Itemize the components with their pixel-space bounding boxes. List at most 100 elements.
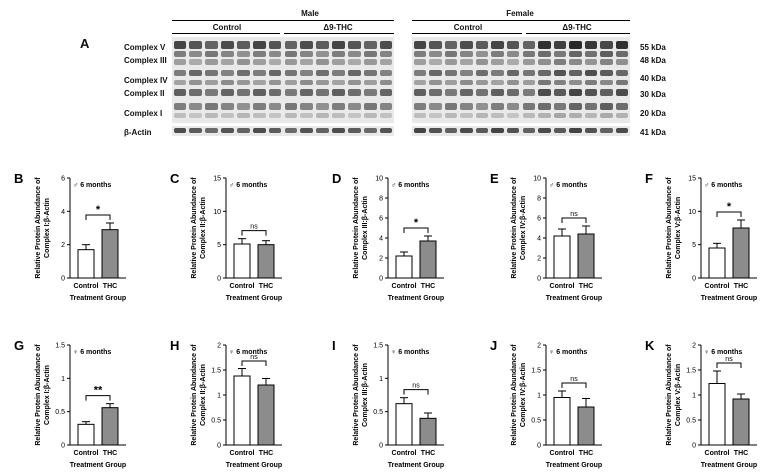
y-tick-label: 0 — [217, 276, 221, 283]
blot-band — [268, 103, 282, 110]
blot-band — [221, 80, 234, 85]
blot-band — [347, 128, 361, 133]
y-tick-label: 15 — [688, 176, 696, 183]
complex-i-label: Complex I — [124, 109, 163, 118]
blot-band — [221, 89, 234, 96]
blot-band — [268, 89, 282, 96]
blot-band — [316, 51, 330, 57]
blot-band — [173, 128, 187, 133]
blot-band — [553, 59, 567, 65]
blot-band — [347, 103, 361, 110]
blot-band — [189, 59, 203, 65]
panel-letter: G — [14, 338, 24, 353]
blot-band — [553, 80, 567, 85]
significance-label: * — [414, 217, 419, 229]
blot-band — [363, 89, 377, 96]
y-tick-label: 0.5 — [531, 418, 541, 425]
bar-thc — [732, 398, 750, 446]
blot-band — [600, 41, 613, 49]
blot-band — [460, 113, 473, 118]
complex-ii-label: Complex II — [124, 89, 165, 98]
bar-thc — [577, 406, 595, 446]
blot-band — [522, 41, 536, 49]
blot-band — [413, 59, 427, 65]
blot-band — [189, 128, 203, 133]
y-tick-label: 0.5 — [373, 409, 383, 416]
x-tick-label: THC — [259, 450, 273, 457]
blot-band — [600, 128, 613, 133]
significance-bracket — [241, 360, 267, 366]
blot-band — [475, 103, 489, 110]
blot-band — [300, 59, 314, 65]
blot-band — [332, 128, 345, 133]
y-axis-label: Relative Protein Abundance of Complex III… — [353, 344, 369, 446]
x-tick-label: Control — [392, 450, 417, 457]
blot-band — [332, 89, 345, 96]
blot-band — [221, 113, 234, 118]
complex-iii-label: Complex III — [124, 56, 167, 65]
blot-band — [413, 80, 427, 85]
y-tick-label: 10 — [375, 176, 383, 183]
y-tick-label: 4 — [379, 236, 383, 243]
blot-band — [506, 89, 520, 96]
significance-bracket — [561, 217, 587, 223]
blot-band — [284, 113, 298, 118]
sex-age-label: ♂ 6 months — [391, 182, 429, 189]
blot-band — [460, 80, 473, 85]
blot-band — [189, 113, 203, 118]
blot-band — [379, 80, 393, 85]
blot-band — [205, 59, 219, 65]
blot-band — [413, 51, 427, 57]
blot-band — [173, 41, 187, 49]
blot-band — [429, 51, 442, 57]
bar-thc — [257, 244, 275, 279]
chart-panel-i: I Relative Protein Abundance of Complex II… — [332, 338, 444, 469]
y-tick-label: 1 — [537, 393, 541, 400]
blot-band — [379, 89, 393, 96]
blot-band — [413, 113, 427, 118]
blot-band — [429, 89, 442, 96]
y-tick-label: 0 — [537, 276, 541, 283]
y-axis-label: Relative Protein Abundance of Complex II:… — [191, 177, 207, 279]
bar-thc — [419, 417, 437, 446]
blot-band — [284, 70, 298, 76]
female-thc-header: Δ9-THC — [562, 23, 592, 32]
y-axis-label: Relative Protein Abundance of Complex V:β… — [666, 177, 682, 279]
blot-band — [584, 41, 598, 49]
significance-bracket — [403, 389, 429, 395]
sex-age-label: ♂ 6 months — [549, 182, 587, 189]
female-control-header: Control — [453, 23, 483, 32]
y-tick-label: 0 — [379, 276, 383, 283]
y-tick-label: 0 — [61, 276, 65, 283]
blot-band — [491, 103, 504, 110]
blot-band — [600, 89, 613, 96]
male-thc-header: Δ9-THC — [323, 23, 353, 32]
blot-band — [475, 113, 489, 118]
male-control-line — [172, 33, 280, 34]
blot-band — [189, 70, 203, 76]
blot-band — [332, 51, 345, 57]
blot-band — [522, 128, 536, 133]
x-tick-label: Control — [392, 283, 417, 290]
kda-40: 40 kDa — [640, 74, 666, 83]
blot-band — [569, 113, 582, 118]
blot-band — [444, 59, 458, 65]
blot-band — [491, 89, 504, 96]
blot-band — [506, 51, 520, 57]
blot-band — [460, 103, 473, 110]
blot-band — [316, 80, 330, 85]
blot-band — [332, 103, 345, 110]
blot-band — [173, 70, 187, 76]
blot-band — [205, 80, 219, 85]
blot-band — [332, 113, 345, 118]
significance-label: ns — [250, 224, 258, 231]
blot-band — [363, 128, 377, 133]
y-tick-label: 0 — [217, 443, 221, 450]
sex-age-label: ♂ 6 months — [704, 182, 742, 189]
blot-band — [221, 70, 234, 76]
blot-band — [363, 51, 377, 57]
female-control-line — [412, 33, 522, 34]
y-axis-label: Relative Protein Abundance of Complex I:β… — [35, 344, 51, 446]
blot-band — [221, 51, 234, 57]
blot-band — [615, 59, 629, 65]
